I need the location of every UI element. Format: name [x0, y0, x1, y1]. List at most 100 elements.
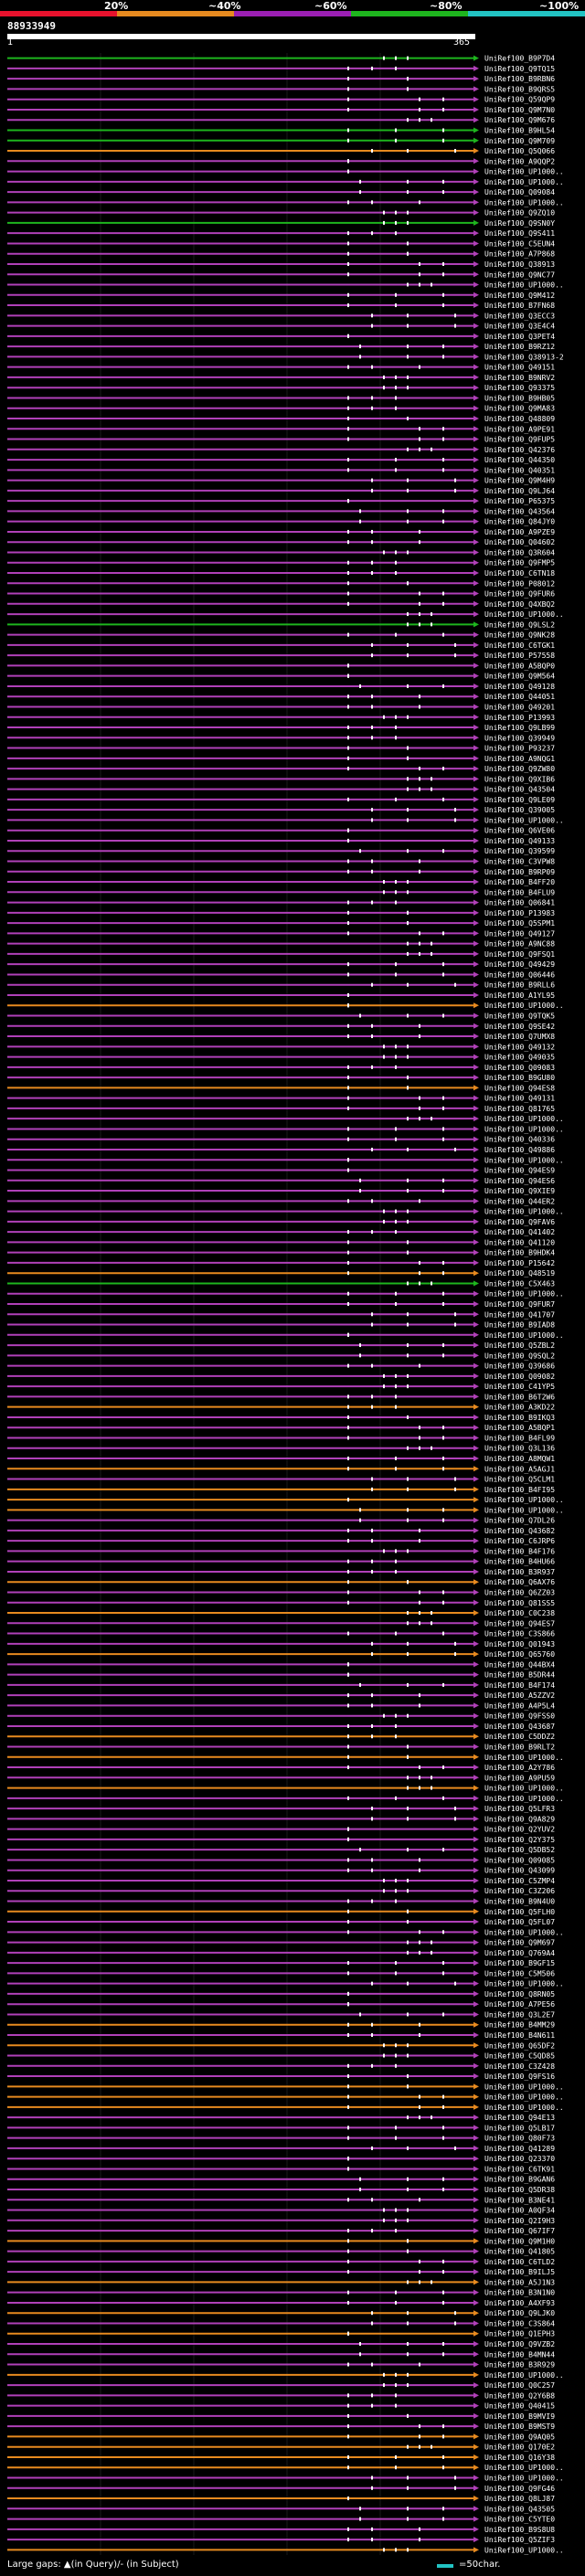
- hit-label[interactable]: UniRef100_A9PU59: [484, 1774, 555, 1782]
- hit-row[interactable]: UniRef100_C5X463: [7, 1279, 555, 1288]
- hit-label[interactable]: UniRef100_UP1000..: [484, 2464, 564, 2472]
- hit-label[interactable]: UniRef100_P13983: [484, 909, 555, 917]
- hit-row[interactable]: UniRef100_B4FI95: [7, 1486, 555, 1494]
- hit-label[interactable]: UniRef100_B4HU66: [484, 1558, 555, 1566]
- hit-row[interactable]: UniRef100_Q9TQK5: [7, 1012, 555, 1021]
- hit-row[interactable]: UniRef100_Q3PET4: [7, 333, 555, 341]
- hit-row[interactable]: UniRef100_B3R929: [7, 2361, 555, 2369]
- hit-row[interactable]: UniRef100_Q40351: [7, 466, 555, 474]
- hit-row[interactable]: UniRef100_Q9M709: [7, 137, 555, 145]
- hit-label[interactable]: UniRef100_C5ZMP4: [484, 1877, 555, 1885]
- hit-row[interactable]: UniRef100_UP1000..: [7, 1002, 564, 1010]
- hit-row[interactable]: UniRef100_Q9VZB2: [7, 2340, 555, 2348]
- hit-row[interactable]: UniRef100_Q39686: [7, 1362, 555, 1371]
- hit-row[interactable]: UniRef100_Q5LFR3: [7, 1805, 555, 1813]
- hit-label[interactable]: UniRef100_B9RLT2: [484, 1744, 555, 1752]
- hit-label[interactable]: UniRef100_C3S866: [484, 1630, 555, 1638]
- hit-label[interactable]: UniRef100_B9P7D4: [484, 55, 555, 63]
- hit-row[interactable]: UniRef100_Q2Y375: [7, 1836, 555, 1844]
- hit-label[interactable]: UniRef100_Q09083: [484, 1064, 555, 1072]
- hit-label[interactable]: UniRef100_Q3E4C4: [484, 323, 555, 331]
- hit-row[interactable]: UniRef100_Q5ZBL2: [7, 1341, 555, 1350]
- hit-row[interactable]: UniRef100_B9GAN6: [7, 2176, 555, 2184]
- hit-row[interactable]: UniRef100_C6TGK1: [7, 641, 555, 650]
- hit-row[interactable]: UniRef100_C5QD85: [7, 2052, 555, 2061]
- hit-row[interactable]: UniRef100_Q06446: [7, 970, 555, 979]
- hit-label[interactable]: UniRef100_Q81765: [484, 1105, 555, 1113]
- hit-row[interactable]: UniRef100_Q3R604: [7, 548, 555, 557]
- hit-label[interactable]: UniRef100_A0QF34: [484, 2207, 555, 2215]
- hit-row[interactable]: UniRef100_Q170E2: [7, 2443, 555, 2452]
- hit-label[interactable]: UniRef100_P57558: [484, 652, 555, 660]
- hit-row[interactable]: UniRef100_Q49131: [7, 1095, 555, 1103]
- hit-row[interactable]: UniRef100_Q9NC77: [7, 270, 555, 279]
- hit-label[interactable]: UniRef100_UP1000..: [484, 1795, 564, 1803]
- hit-label[interactable]: UniRef100_A9QQP2: [484, 157, 555, 165]
- hit-label[interactable]: UniRef100_UP1000..: [484, 198, 564, 207]
- hit-row[interactable]: UniRef100_UP1000..: [7, 2474, 564, 2482]
- hit-row[interactable]: UniRef100_Q9LJ64: [7, 487, 555, 495]
- hit-label[interactable]: UniRef100_C41YP5: [484, 1383, 555, 1391]
- hit-row[interactable]: UniRef100_P13993: [7, 714, 555, 722]
- hit-row[interactable]: UniRef100_C6TK91: [7, 2165, 555, 2173]
- hit-row[interactable]: UniRef100_Q6VE06: [7, 827, 555, 835]
- hit-label[interactable]: UniRef100_Q5DB52: [484, 1846, 555, 1854]
- hit-label[interactable]: UniRef100_P15642: [484, 1259, 555, 1267]
- hit-row[interactable]: UniRef100_Q2I9H3: [7, 2217, 555, 2225]
- hit-label[interactable]: UniRef100_Q48809: [484, 415, 555, 423]
- hit-label[interactable]: UniRef100_C3S864: [484, 2319, 555, 2327]
- hit-label[interactable]: UniRef100_Q94ES8: [484, 1084, 555, 1092]
- hit-label[interactable]: UniRef100_Q43099: [484, 1867, 555, 1875]
- hit-label[interactable]: UniRef100_Q9TQ15: [484, 65, 555, 73]
- hit-row[interactable]: UniRef100_Q94ES6: [7, 1177, 555, 1185]
- hit-label[interactable]: UniRef100_Q49886: [484, 1146, 555, 1154]
- hit-label[interactable]: UniRef100_C5EUN4: [484, 239, 555, 248]
- hit-label[interactable]: UniRef100_Q6AX76: [484, 1578, 555, 1586]
- hit-row[interactable]: UniRef100_UP1000..: [7, 1156, 564, 1164]
- hit-row[interactable]: UniRef100_Q5FL07: [7, 1918, 555, 1926]
- hit-row[interactable]: UniRef100_Q9ZQ10: [7, 209, 555, 217]
- hit-row[interactable]: UniRef100_Q49035: [7, 1054, 555, 1062]
- hit-label[interactable]: UniRef100_A4P5L4: [484, 1701, 555, 1710]
- hit-row[interactable]: UniRef100_Q0C257: [7, 2381, 555, 2390]
- hit-row[interactable]: UniRef100_Q9A829: [7, 1815, 555, 1823]
- hit-row[interactable]: UniRef100_Q7DL26: [7, 1517, 555, 1525]
- hit-row[interactable]: UniRef100_B7FN68: [7, 302, 555, 310]
- hit-label[interactable]: UniRef100_Q5Q066: [484, 147, 555, 155]
- hit-row[interactable]: UniRef100_Q2YUV2: [7, 1826, 555, 1834]
- hit-row[interactable]: UniRef100_Q41402: [7, 1228, 555, 1236]
- hit-row[interactable]: UniRef100_UP1000..: [7, 1496, 564, 1504]
- hit-row[interactable]: UniRef100_Q09085: [7, 1856, 555, 1864]
- hit-label[interactable]: UniRef100_B4FF20: [484, 878, 555, 886]
- hit-row[interactable]: UniRef100_Q9M412: [7, 292, 555, 300]
- hit-row[interactable]: UniRef100_Q9LJK0: [7, 2309, 555, 2317]
- hit-label[interactable]: UniRef100_B3NE41: [484, 2196, 555, 2204]
- hit-row[interactable]: UniRef100_B4F176: [7, 1547, 555, 1555]
- hit-row[interactable]: UniRef100_Q43099: [7, 1867, 555, 1875]
- hit-label[interactable]: UniRef100_C3Z428: [484, 2062, 555, 2071]
- hit-row[interactable]: UniRef100_Q40336: [7, 1136, 555, 1144]
- hit-label[interactable]: UniRef100_Q9FSS0: [484, 1712, 555, 1721]
- hit-row[interactable]: UniRef100_P08012: [7, 579, 555, 588]
- hit-row[interactable]: UniRef100_B9GF15: [7, 1959, 555, 1967]
- hit-row[interactable]: UniRef100_A9NQG1: [7, 755, 555, 763]
- hit-label[interactable]: UniRef100_B9S8U8: [484, 2526, 555, 2534]
- hit-label[interactable]: UniRef100_Q43687: [484, 1723, 555, 1731]
- hit-row[interactable]: UniRef100_Q9FUR6: [7, 590, 555, 599]
- hit-label[interactable]: UniRef100_Q43682: [484, 1527, 555, 1535]
- hit-label[interactable]: UniRef100_Q94ES6: [484, 1177, 555, 1185]
- hit-row[interactable]: UniRef100_Q09084: [7, 188, 555, 196]
- hit-row[interactable]: UniRef100_B4MN44: [7, 2350, 555, 2359]
- hit-row[interactable]: UniRef100_Q94ES8: [7, 1084, 555, 1092]
- hit-label[interactable]: UniRef100_B9MST9: [484, 2422, 555, 2431]
- hit-row[interactable]: UniRef100_Q9ZW80: [7, 765, 555, 773]
- hit-row[interactable]: UniRef100_Q44051: [7, 693, 555, 701]
- hit-label[interactable]: UniRef100_B9HDK4: [484, 1249, 555, 1257]
- hit-row[interactable]: UniRef100_B3N1N0: [7, 2289, 555, 2297]
- hit-row[interactable]: UniRef100_B9ILJ5: [7, 2268, 555, 2276]
- hit-row[interactable]: UniRef100_Q5DR38: [7, 2186, 555, 2194]
- hit-label[interactable]: UniRef100_P65375: [484, 497, 555, 505]
- hit-row[interactable]: UniRef100_C6JRP6: [7, 1537, 555, 1545]
- hit-label[interactable]: UniRef100_Q9M564: [484, 673, 555, 681]
- hit-label[interactable]: UniRef100_Q94E13: [484, 2114, 555, 2122]
